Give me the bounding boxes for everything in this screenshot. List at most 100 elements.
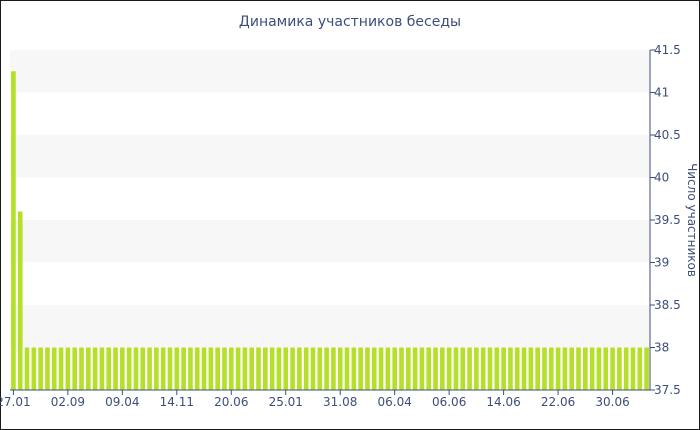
bar — [201, 347, 207, 390]
bar — [235, 347, 241, 390]
bar — [79, 347, 84, 390]
bar — [181, 347, 186, 390]
bar — [446, 347, 452, 390]
bar — [576, 347, 581, 390]
bar — [72, 347, 77, 390]
y-tick-label: 38 — [654, 341, 669, 355]
bar — [603, 347, 609, 390]
bar — [303, 347, 309, 390]
bar — [331, 347, 336, 390]
bar — [92, 347, 98, 390]
bar — [297, 347, 302, 390]
bar — [378, 347, 384, 390]
bar — [392, 347, 397, 390]
bar — [419, 347, 425, 390]
y-axis-label: Число участников — [685, 163, 699, 277]
bar — [337, 347, 343, 390]
bar — [528, 347, 534, 390]
bar — [113, 347, 118, 390]
bar — [494, 347, 500, 390]
bar — [85, 347, 91, 390]
bar — [405, 347, 411, 390]
bar — [174, 347, 180, 390]
bar — [133, 347, 139, 390]
x-tick-label: 06.04 — [378, 395, 412, 409]
bar — [562, 347, 568, 390]
bar — [188, 347, 193, 390]
bar — [154, 347, 159, 390]
bar — [467, 347, 472, 390]
bar — [17, 211, 23, 390]
bar — [514, 347, 520, 390]
y-tick-label: 39.5 — [654, 213, 681, 227]
bar — [208, 347, 214, 390]
bar — [596, 347, 602, 390]
grid-band — [10, 135, 650, 178]
bar — [460, 347, 466, 390]
bar — [106, 347, 112, 390]
bar — [521, 347, 527, 390]
bar — [263, 347, 268, 390]
y-tick-label: 41.5 — [654, 43, 681, 57]
bar — [501, 347, 506, 390]
x-ticks: 27.01 02.09 09.04 14.11 20.06 25.01 31.08 06.04… — [0, 390, 630, 409]
bar — [508, 347, 513, 390]
bar — [58, 347, 64, 390]
y-tick-label: 39 — [654, 256, 669, 270]
bar — [194, 347, 200, 390]
bar — [487, 347, 493, 390]
bar — [256, 347, 261, 390]
y-tick-label: 40.5 — [654, 128, 681, 142]
bar — [24, 347, 30, 390]
grid-band — [10, 50, 650, 93]
bar — [358, 347, 363, 390]
bar — [126, 347, 132, 390]
bar-series — [11, 71, 649, 390]
y-tick-label: 37.5 — [654, 383, 681, 397]
bar — [351, 347, 357, 390]
bar — [31, 347, 37, 390]
bar — [140, 347, 146, 390]
bar — [399, 347, 404, 390]
bar — [38, 347, 43, 390]
bar — [610, 347, 615, 390]
bar — [371, 347, 377, 390]
bar — [433, 347, 438, 390]
bar — [426, 347, 432, 390]
bar — [160, 347, 166, 390]
bar — [317, 347, 323, 390]
bar — [99, 347, 105, 390]
bar — [385, 347, 391, 390]
bar — [637, 347, 643, 390]
bar — [344, 347, 350, 390]
bar — [548, 347, 554, 390]
bar — [644, 347, 649, 390]
bar — [242, 347, 248, 390]
x-tick-label: 14.06 — [486, 395, 520, 409]
bar — [542, 347, 547, 390]
bar — [283, 347, 289, 390]
bar — [120, 347, 125, 390]
x-tick-label: 22.06 — [541, 395, 575, 409]
bar — [555, 347, 561, 390]
bar — [222, 347, 227, 390]
x-tick-label: 27.01 — [0, 395, 31, 409]
bar — [51, 347, 57, 390]
bar — [167, 347, 173, 390]
bar — [617, 347, 622, 390]
y-tick-label: 40 — [654, 171, 669, 185]
x-tick-label: 25.01 — [269, 395, 303, 409]
x-tick-label: 30.06 — [595, 395, 629, 409]
bar — [589, 347, 595, 390]
bar — [453, 347, 459, 390]
x-tick-label: 31.08 — [323, 395, 357, 409]
bar — [440, 347, 445, 390]
bar — [269, 347, 275, 390]
x-tick-label: 06.06 — [432, 395, 466, 409]
bar — [623, 347, 629, 390]
bar — [290, 347, 295, 390]
bar — [276, 347, 282, 390]
bar — [11, 71, 16, 390]
bar — [630, 347, 636, 390]
